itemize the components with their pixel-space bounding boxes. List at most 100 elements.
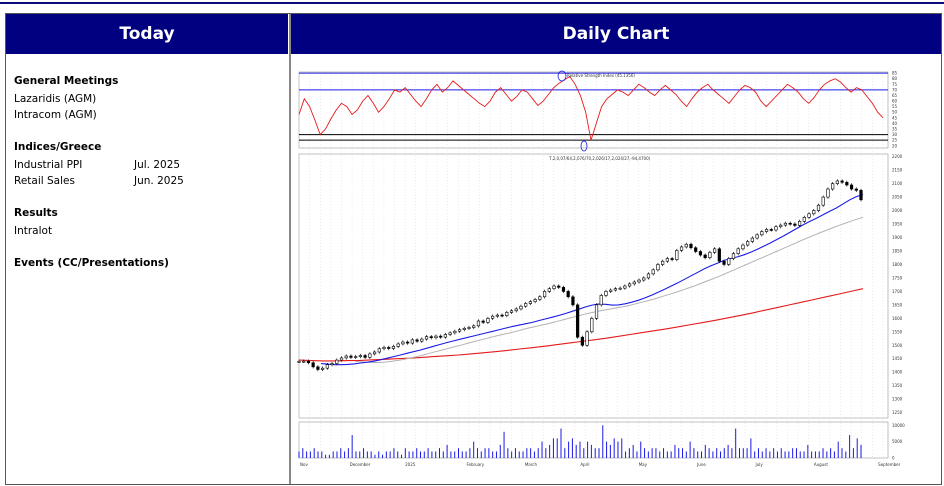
- candle-body: [297, 361, 301, 363]
- rsi-low-marker: [580, 140, 588, 152]
- price-panel: [298, 153, 889, 419]
- candle-body: [344, 355, 348, 359]
- candle-body: [798, 221, 802, 226]
- list-item: Intracom (AGM): [14, 107, 284, 123]
- candle-body: [609, 289, 613, 292]
- candle-body: [802, 217, 806, 222]
- price-tick-label: 2000: [892, 208, 903, 213]
- candle-body: [391, 346, 396, 349]
- candle-body: [368, 353, 372, 358]
- candle-body: [505, 312, 509, 316]
- candle-body: [372, 351, 377, 355]
- price-tick-label: 1600: [892, 316, 903, 321]
- candle-body: [509, 310, 514, 313]
- list-item: Industrial PPI Jul. 2025: [14, 157, 284, 173]
- candle-body: [689, 243, 693, 249]
- candle-body: [476, 320, 481, 327]
- today-header: Today: [6, 14, 288, 54]
- candle-body: [717, 248, 721, 262]
- rsi-tick-label: 50: [892, 110, 898, 115]
- rsi-tick-label: 35: [892, 127, 898, 132]
- price-tick-label: 1850: [892, 248, 903, 253]
- candle-body: [788, 222, 792, 225]
- rsi-panel: [298, 71, 889, 149]
- candle-body: [651, 269, 655, 275]
- candle-body: [826, 188, 830, 198]
- rsi-tick-label: 25: [892, 138, 898, 143]
- candle-body: [731, 253, 736, 259]
- candle-body: [439, 335, 443, 338]
- candle-body: [533, 299, 537, 302]
- candle-body: [859, 190, 863, 201]
- candle-body: [712, 248, 717, 253]
- candle-body: [396, 343, 400, 347]
- price-tick-label: 2100: [892, 181, 903, 186]
- indicator-period: Jul. 2025: [134, 159, 181, 171]
- candle-body: [665, 258, 669, 262]
- candle-body: [769, 229, 773, 231]
- top-rule: [0, 2, 944, 4]
- ma-short-line: [320, 193, 864, 366]
- candle-body: [774, 226, 778, 231]
- indicator-name: Industrial PPI: [14, 159, 83, 171]
- candle-body: [519, 305, 523, 310]
- price-tick-label: 1950: [892, 222, 903, 227]
- daily-chart-header: Daily Chart: [291, 14, 941, 54]
- candle-body: [646, 273, 651, 279]
- volume-panel: [298, 421, 889, 459]
- candle-body: [783, 222, 788, 226]
- candle-body: [486, 318, 490, 323]
- candle-body: [566, 291, 570, 298]
- rsi-tick-label: 30: [892, 132, 898, 137]
- candle-body: [495, 314, 499, 317]
- candle-body: [571, 296, 575, 306]
- candle-body: [722, 260, 726, 265]
- candle-body: [849, 184, 854, 190]
- price-tick-label: 1400: [892, 370, 903, 375]
- candle-body: [542, 291, 547, 298]
- price-tick-label: 1250: [892, 410, 903, 415]
- candle-body: [684, 243, 688, 248]
- candle-body: [457, 329, 462, 332]
- candle-body: [424, 336, 429, 340]
- month-label: August: [814, 462, 828, 467]
- candle-body: [325, 364, 329, 369]
- month-label: 2025: [405, 462, 416, 467]
- candle-body: [656, 264, 660, 271]
- candle-body: [547, 288, 551, 292]
- candle-body: [831, 183, 835, 190]
- candle-body: [335, 359, 339, 364]
- candle-body: [750, 237, 754, 242]
- rsi-tick-label: 80: [892, 76, 898, 81]
- candle-body: [538, 296, 542, 300]
- month-label: Nov: [300, 462, 308, 467]
- candle-body: [448, 332, 452, 335]
- candle-body: [311, 362, 315, 368]
- candle-body: [590, 318, 594, 333]
- volume-tick-label: 0: [892, 456, 895, 461]
- candle-body: [642, 277, 646, 281]
- candle-body: [698, 251, 703, 256]
- candle-body: [472, 325, 476, 328]
- candle-body: [585, 331, 589, 346]
- month-label: December: [350, 462, 371, 467]
- month-label: April: [580, 462, 589, 467]
- indicator-name: Retail Sales: [14, 175, 75, 187]
- candle-body: [632, 281, 636, 285]
- candle-body: [443, 334, 448, 338]
- indices-title: Indices/Greece: [14, 141, 102, 153]
- price-tick-label: 1900: [892, 235, 903, 240]
- price-tick-label: 1550: [892, 329, 903, 334]
- candle-body: [561, 287, 566, 292]
- candle-body: [406, 341, 410, 344]
- candle-body: [481, 320, 485, 323]
- candle-body: [618, 287, 622, 290]
- candle-body: [576, 304, 580, 338]
- candle-body: [382, 347, 386, 350]
- candle-body: [302, 360, 306, 363]
- candle-body: [670, 258, 674, 260]
- column-divider: [289, 14, 291, 484]
- candle-body: [613, 288, 618, 291]
- price-tick-label: 1650: [892, 302, 903, 307]
- price-tick-label: 1750: [892, 275, 903, 280]
